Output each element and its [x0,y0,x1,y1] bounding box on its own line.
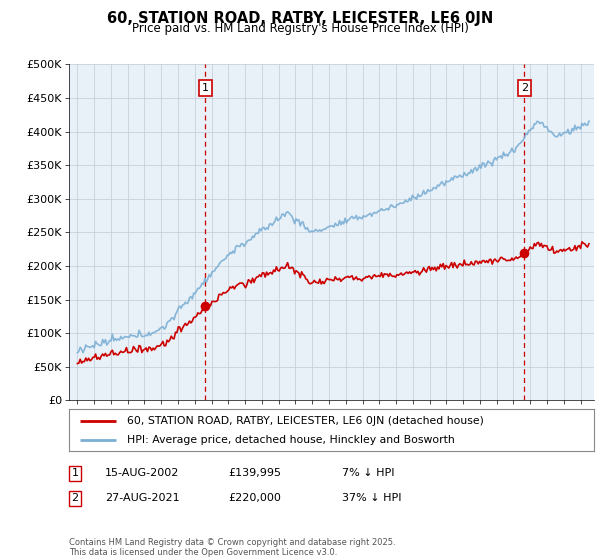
Text: HPI: Average price, detached house, Hinckley and Bosworth: HPI: Average price, detached house, Hinc… [127,435,455,445]
Text: Contains HM Land Registry data © Crown copyright and database right 2025.
This d: Contains HM Land Registry data © Crown c… [69,538,395,557]
Text: 60, STATION ROAD, RATBY, LEICESTER, LE6 0JN (detached house): 60, STATION ROAD, RATBY, LEICESTER, LE6 … [127,416,484,426]
Text: 27-AUG-2021: 27-AUG-2021 [105,493,179,503]
Text: 7% ↓ HPI: 7% ↓ HPI [342,468,395,478]
Text: £220,000: £220,000 [228,493,281,503]
Text: 1: 1 [71,468,79,478]
Text: 37% ↓ HPI: 37% ↓ HPI [342,493,401,503]
Text: £139,995: £139,995 [228,468,281,478]
Text: 15-AUG-2002: 15-AUG-2002 [105,468,179,478]
Text: 2: 2 [71,493,79,503]
Text: 60, STATION ROAD, RATBY, LEICESTER, LE6 0JN: 60, STATION ROAD, RATBY, LEICESTER, LE6 … [107,11,493,26]
Text: Price paid vs. HM Land Registry's House Price Index (HPI): Price paid vs. HM Land Registry's House … [131,22,469,35]
Text: 1: 1 [202,83,209,93]
Text: 2: 2 [521,83,528,93]
